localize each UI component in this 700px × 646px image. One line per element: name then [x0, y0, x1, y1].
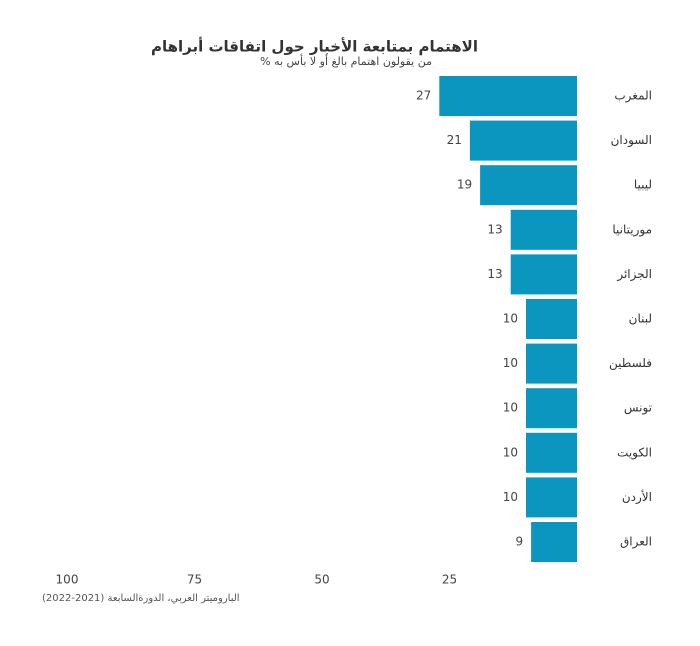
value-label: 10: [503, 356, 518, 370]
x-tick-label: 25: [442, 573, 457, 587]
x-tick-label: 75: [187, 573, 202, 587]
value-label: 10: [503, 445, 518, 459]
chart-subtitle: % من يقولون اهتمام بالغ أو لا بأس به: [260, 53, 432, 68]
bar: [439, 76, 577, 116]
category-label: الجزائر: [616, 267, 652, 282]
bar: [526, 388, 577, 429]
bar: [526, 477, 577, 518]
value-label: 19: [457, 178, 472, 192]
value-label: 27: [416, 89, 431, 103]
bar: [469, 120, 577, 161]
source-note: الباروميتر العربي، الدورةالسابعة (2021-2…: [42, 593, 240, 604]
bar: [510, 254, 577, 295]
category-label: فلسطين: [609, 356, 652, 371]
bar: [510, 209, 577, 250]
bar: [526, 299, 577, 339]
category-label: الكويت: [617, 445, 652, 460]
bar: [526, 432, 577, 473]
category-label: تونس: [624, 401, 652, 416]
chart-title: الاهتمام بمتابعة الأخبار حول اتفاقات أبر…: [151, 37, 478, 56]
category-label: موريتانيا: [612, 222, 652, 237]
value-label: 10: [503, 312, 518, 326]
value-label: 21: [447, 133, 462, 147]
category-label: العراق: [620, 535, 652, 550]
bar: [531, 522, 577, 562]
value-label: 13: [487, 222, 502, 236]
category-label: السودان: [611, 133, 652, 148]
category-label: الأردن: [622, 489, 652, 505]
x-tick-label: 100: [56, 573, 79, 587]
category-label: لبنان: [629, 312, 652, 326]
bar: [480, 165, 577, 206]
category-label: المغرب: [614, 89, 652, 104]
x-tick-label: 50: [314, 573, 329, 587]
value-label: 10: [503, 490, 518, 504]
bar: [526, 343, 577, 384]
value-label: 13: [487, 267, 502, 281]
value-label: 10: [503, 401, 518, 415]
value-label: 9: [515, 535, 523, 549]
category-label: ليبيا: [634, 178, 652, 192]
